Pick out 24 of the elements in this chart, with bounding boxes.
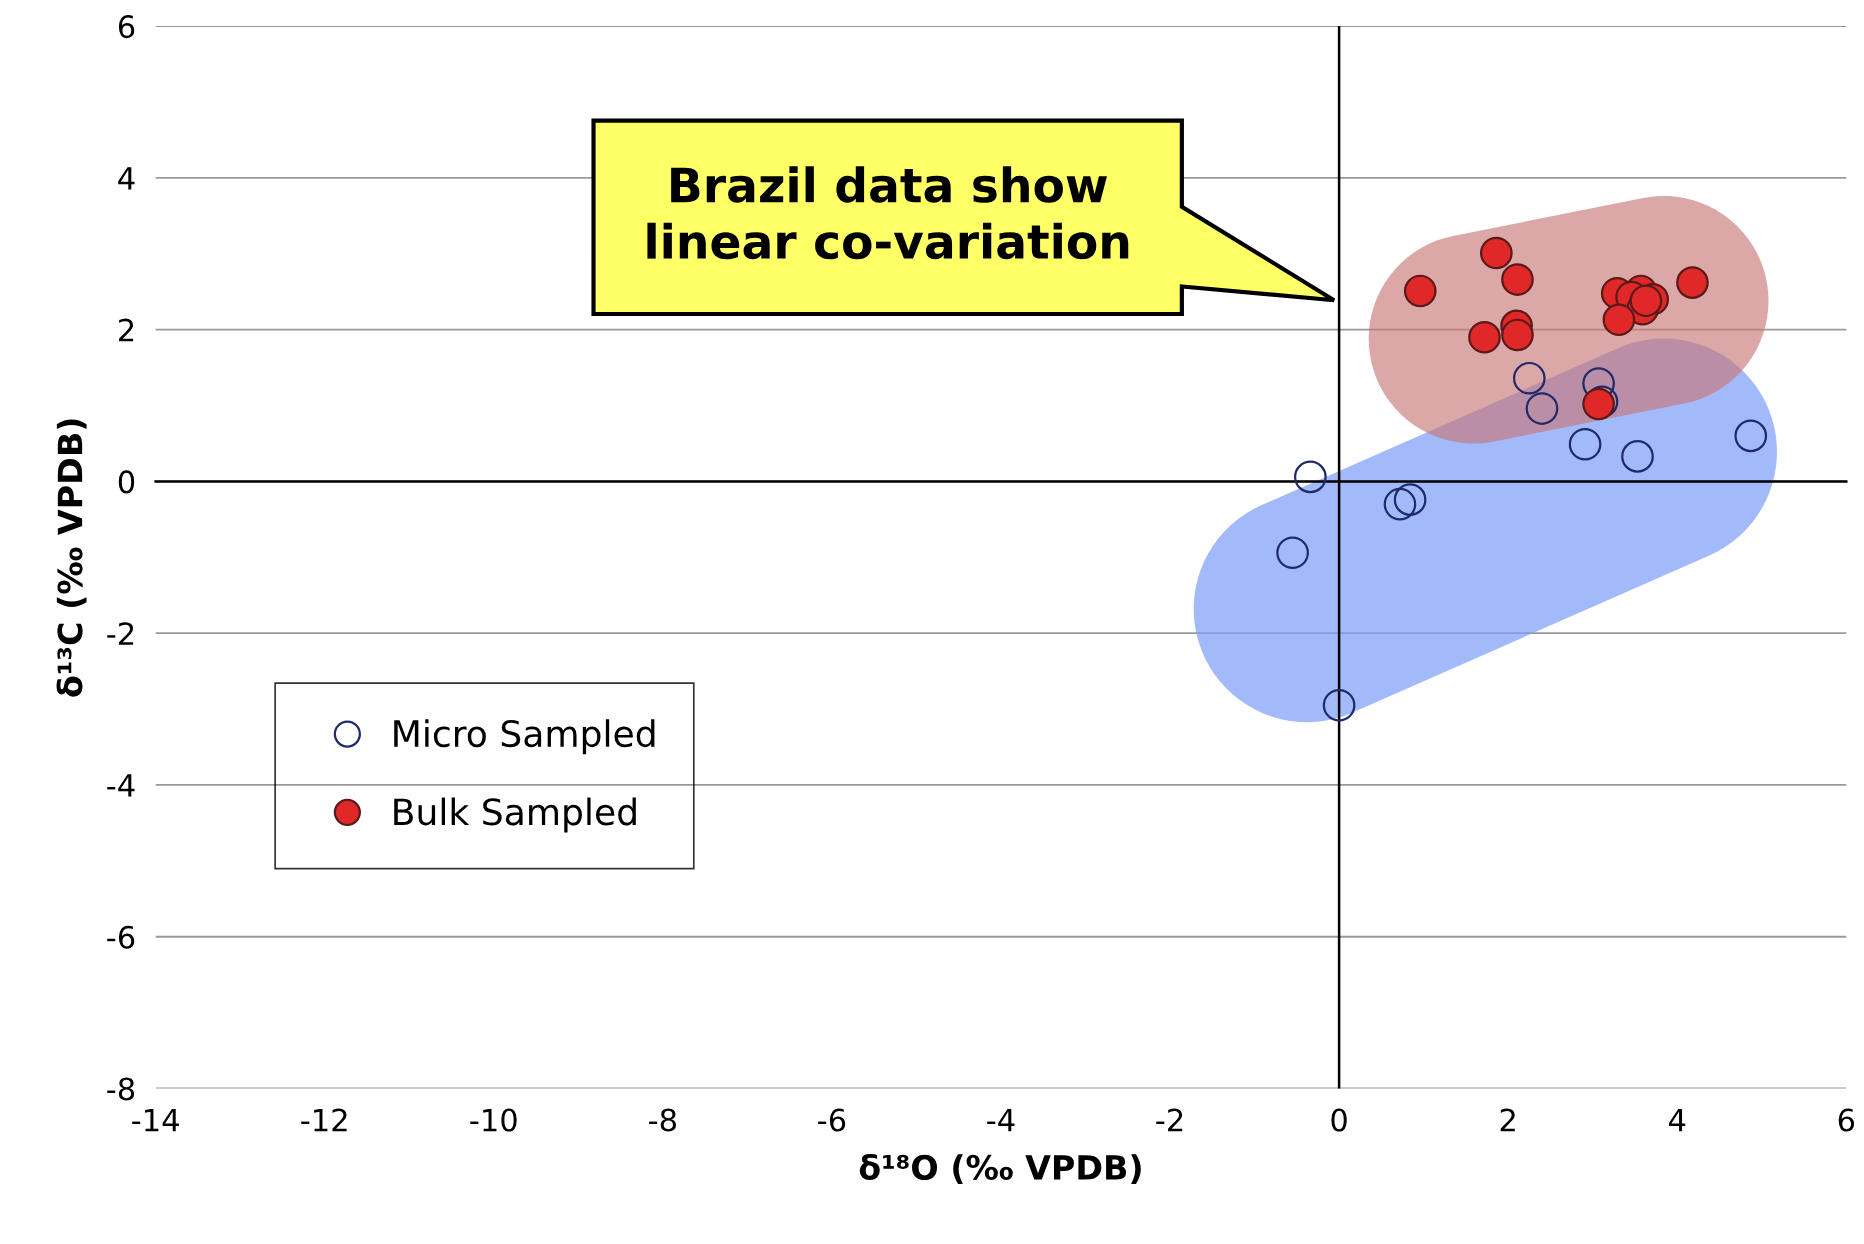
x-axis-title: δ¹⁸O (‰ VPDB) [859,1153,1141,1184]
x-tick-label: -8 [649,1108,676,1132]
y-tick-label: 0 [118,470,135,494]
x-tick-label: -4 [987,1108,1015,1132]
x-tick-label: 2 [1500,1108,1515,1132]
x-tick-label: -6 [818,1108,846,1132]
x-tick-label: -10 [470,1108,517,1132]
annotation: Brazil data show linear co-variation [647,166,1129,260]
y-tick-label: 4 [118,167,135,190]
x-tick-label: -14 [132,1108,179,1132]
x-tick-label: -2 [1156,1108,1183,1132]
y-tick-label: 6 [118,15,135,39]
x-tick-label: -12 [301,1108,347,1132]
y-tick-label: 2 [119,318,134,342]
x-tick-label: 4 [1669,1108,1686,1132]
y-tick-label: -6 [107,925,135,949]
legend-label: Micro Sampled [394,719,655,755]
y-tick-label: -8 [107,1077,135,1101]
y-tick-label: -4 [107,774,135,797]
legend-label: Bulk Sampled [394,797,636,833]
y-tick-label: -2 [107,622,134,645]
x-tick-label: 6 [1838,1108,1855,1132]
x-tick-label: 0 [1331,1108,1347,1132]
y-axis-title: δ¹³C (‰ VPDB) [56,419,87,697]
